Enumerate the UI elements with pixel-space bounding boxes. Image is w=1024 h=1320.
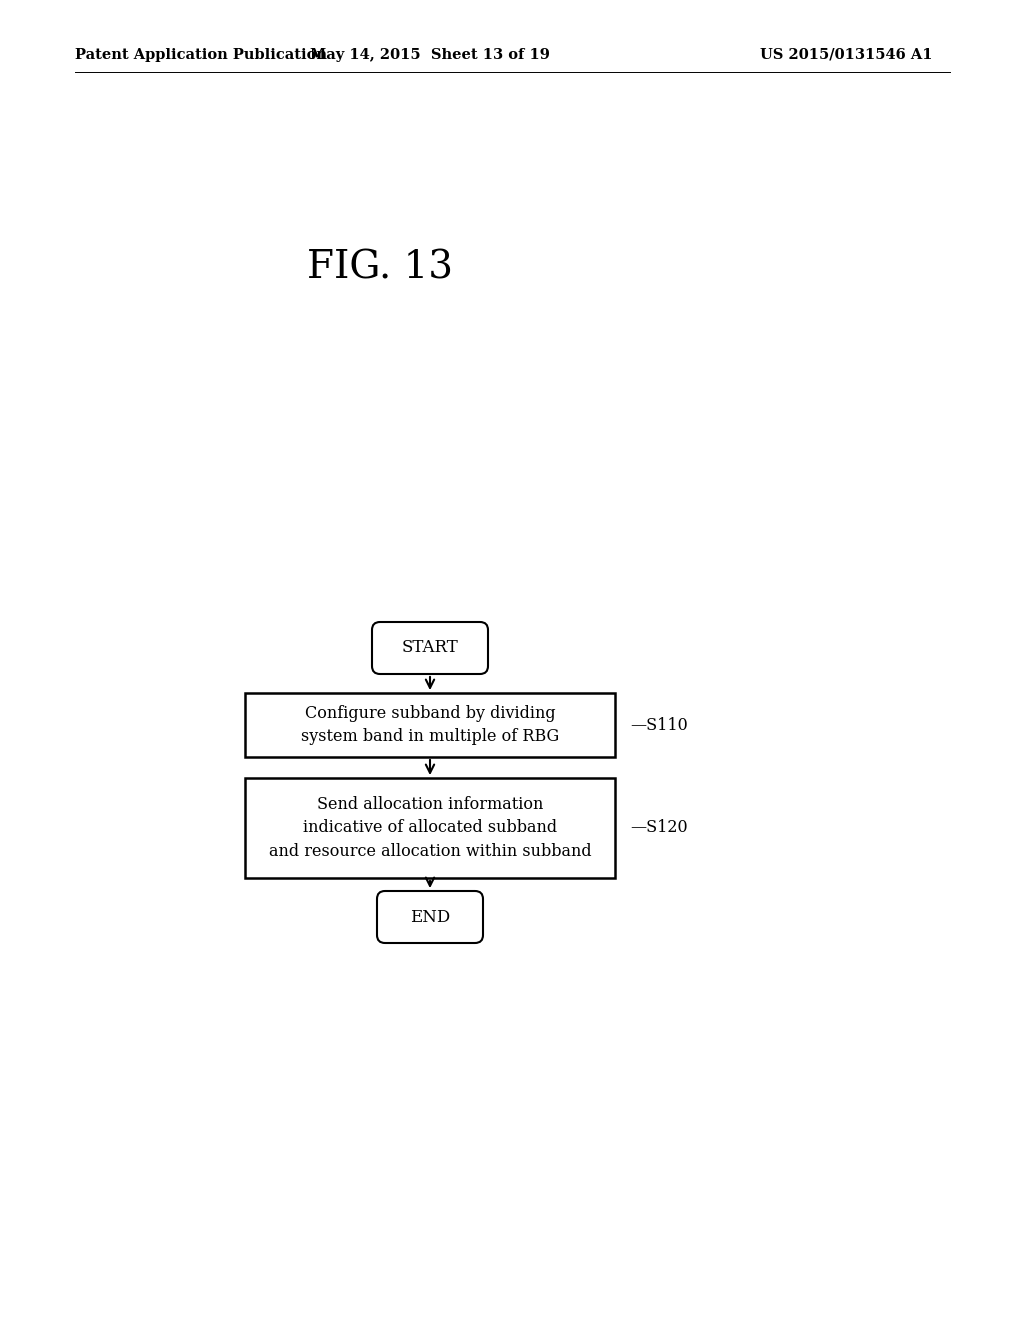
Text: Send allocation information
indicative of allocated subband
and resource allocat: Send allocation information indicative o… xyxy=(268,796,591,861)
Text: US 2015/0131546 A1: US 2015/0131546 A1 xyxy=(760,48,933,62)
FancyBboxPatch shape xyxy=(377,891,483,942)
Text: START: START xyxy=(401,639,459,656)
Text: Patent Application Publication: Patent Application Publication xyxy=(75,48,327,62)
Text: —S110: —S110 xyxy=(630,717,688,734)
FancyBboxPatch shape xyxy=(372,622,488,675)
FancyBboxPatch shape xyxy=(245,777,615,878)
Text: FIG. 13: FIG. 13 xyxy=(307,249,453,286)
Text: —S120: —S120 xyxy=(630,820,688,837)
FancyBboxPatch shape xyxy=(245,693,615,756)
Text: May 14, 2015  Sheet 13 of 19: May 14, 2015 Sheet 13 of 19 xyxy=(310,48,550,62)
Text: END: END xyxy=(410,908,451,925)
Text: Configure subband by dividing
system band in multiple of RBG: Configure subband by dividing system ban… xyxy=(301,705,559,746)
